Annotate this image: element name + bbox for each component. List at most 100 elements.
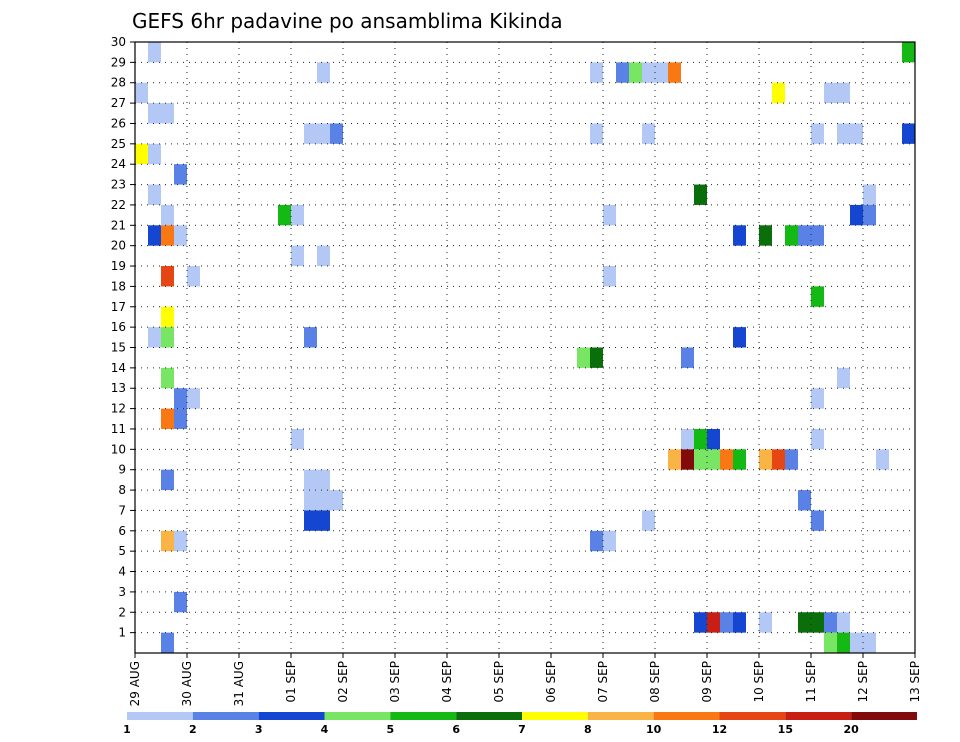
y-tick-label: 27 bbox=[111, 96, 126, 110]
precip-cell bbox=[317, 245, 330, 267]
y-tick-label: 29 bbox=[111, 55, 126, 69]
precip-cell bbox=[785, 449, 798, 470]
precip-cell bbox=[694, 612, 707, 633]
precip-cell bbox=[759, 612, 772, 633]
precip-cell bbox=[811, 612, 824, 633]
precip-cell bbox=[304, 469, 317, 491]
precip-cell bbox=[603, 204, 616, 226]
y-tick-label: 1 bbox=[118, 626, 126, 640]
precip-cell bbox=[694, 449, 707, 470]
x-tick-label: 12 SEP bbox=[856, 661, 870, 703]
precip-cell bbox=[902, 42, 915, 63]
precip-cell bbox=[863, 632, 876, 653]
precip-cell bbox=[863, 204, 876, 226]
precip-cell bbox=[694, 184, 707, 205]
precip-cell bbox=[837, 123, 850, 144]
precip-cell bbox=[330, 490, 343, 511]
precip-cell bbox=[148, 225, 161, 246]
precip-cell bbox=[798, 225, 811, 246]
y-tick-label: 2 bbox=[118, 605, 126, 619]
precip-cell bbox=[161, 469, 174, 491]
x-tick-label: 30 AUG bbox=[180, 661, 194, 706]
precip-cell bbox=[642, 123, 655, 144]
colorbar-label: 12 bbox=[712, 723, 727, 736]
precip-cell bbox=[304, 327, 317, 348]
x-tick-label: 08 SEP bbox=[648, 661, 662, 703]
x-tick-label: 31 AUG bbox=[232, 661, 246, 706]
y-tick-label: 25 bbox=[111, 137, 126, 151]
precip-cell bbox=[850, 123, 863, 144]
precip-cell bbox=[824, 612, 837, 633]
precip-cell bbox=[291, 428, 304, 450]
colorbar-label: 1 bbox=[123, 723, 131, 736]
y-tick-label: 15 bbox=[111, 341, 126, 355]
precip-cell bbox=[863, 184, 876, 205]
y-tick-label: 18 bbox=[111, 279, 126, 293]
precip-cell bbox=[733, 225, 746, 246]
precip-cell bbox=[824, 632, 837, 653]
colorbar-swatch bbox=[258, 712, 325, 720]
chart-title: GEFS 6hr padavine po ansamblima Kikinda bbox=[132, 9, 563, 33]
precip-cell bbox=[330, 123, 343, 144]
x-tick-label: 13 SEP bbox=[908, 661, 922, 703]
precip-cells bbox=[135, 42, 915, 653]
precip-cell bbox=[707, 612, 720, 633]
precip-cell bbox=[603, 266, 616, 287]
precip-cell bbox=[707, 449, 720, 470]
x-tick-label: 29 AUG bbox=[128, 661, 142, 706]
precip-cell bbox=[135, 82, 148, 104]
precip-cell bbox=[837, 367, 850, 389]
y-tick-label: 6 bbox=[118, 524, 126, 538]
colorbar-swatch bbox=[785, 712, 852, 720]
y-tick-label: 7 bbox=[118, 503, 126, 517]
precip-cell bbox=[161, 632, 174, 653]
precip-cell bbox=[291, 204, 304, 226]
precip-cell bbox=[785, 225, 798, 246]
y-tick-label: 23 bbox=[111, 178, 126, 192]
x-tick-label: 05 SEP bbox=[492, 661, 506, 703]
precip-cell bbox=[174, 408, 187, 429]
precip-cell bbox=[317, 510, 330, 531]
precip-cell bbox=[616, 62, 629, 83]
precip-cell bbox=[811, 510, 824, 531]
precip-cell bbox=[811, 428, 824, 450]
precip-cell bbox=[161, 204, 174, 226]
precip-cell bbox=[590, 347, 603, 368]
precip-cell bbox=[317, 490, 330, 511]
y-tick-label: 19 bbox=[111, 259, 126, 273]
colorbar-swatch bbox=[587, 712, 654, 720]
precip-cell bbox=[642, 510, 655, 531]
precip-cell bbox=[668, 449, 681, 470]
colorbar-swatch bbox=[456, 712, 522, 720]
precip-cell bbox=[694, 428, 707, 450]
precip-cell bbox=[850, 632, 863, 653]
precip-cell bbox=[161, 225, 174, 246]
y-tick-label: 12 bbox=[111, 402, 126, 416]
precip-cell bbox=[135, 143, 148, 165]
precip-cell bbox=[759, 449, 772, 470]
precip-cell bbox=[174, 164, 187, 185]
precip-cell bbox=[668, 62, 681, 83]
y-tick-label: 5 bbox=[118, 544, 126, 558]
precip-cell bbox=[590, 530, 603, 552]
precip-cell bbox=[837, 82, 850, 104]
y-tick-label: 28 bbox=[111, 76, 126, 90]
precip-cell bbox=[278, 204, 291, 226]
precip-cell bbox=[148, 327, 161, 348]
colorbar-swatch bbox=[390, 712, 457, 720]
colorbar-label: 15 bbox=[778, 723, 793, 736]
precip-cell bbox=[707, 428, 720, 450]
colorbar-label: 7 bbox=[518, 723, 526, 736]
precip-cell bbox=[304, 123, 317, 144]
y-tick-label: 26 bbox=[111, 116, 126, 130]
y-tick-label: 8 bbox=[118, 483, 126, 497]
colorbar-label: 2 bbox=[189, 723, 197, 736]
colorbar-swatch bbox=[522, 712, 588, 720]
precip-cell bbox=[590, 123, 603, 144]
precip-cell bbox=[850, 204, 863, 226]
colorbar: 1 2 3 4 5 6 7 8 10 12 15 20 bbox=[123, 712, 917, 736]
precip-cell bbox=[148, 42, 161, 63]
precip-cell bbox=[720, 449, 733, 470]
precip-cell bbox=[161, 367, 174, 389]
x-tick-label: 02 SEP bbox=[336, 661, 350, 703]
